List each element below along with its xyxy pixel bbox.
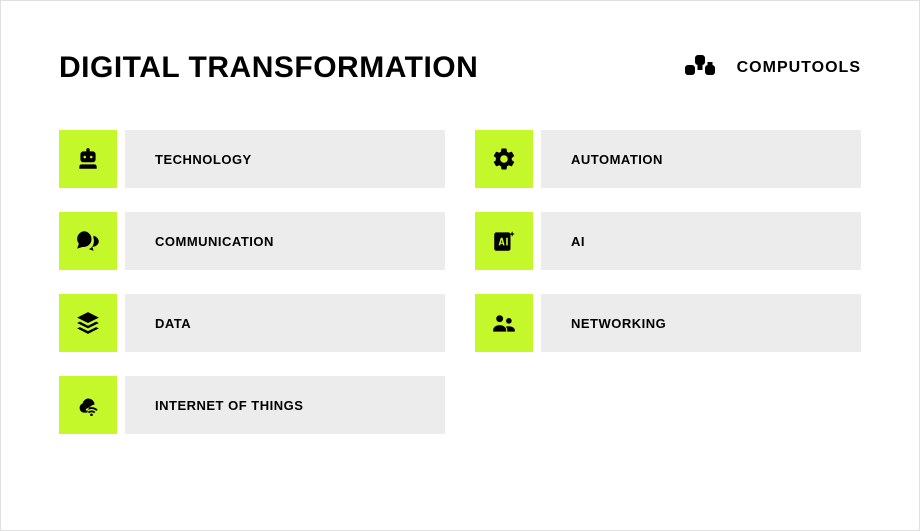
item-label: AUTOMATION xyxy=(541,130,861,188)
chat-icon xyxy=(59,212,117,270)
item-label: AI xyxy=(541,212,861,270)
header: DIGITAL TRANSFORMATION COMPUTOOLS xyxy=(59,51,861,85)
page-title: DIGITAL TRANSFORMATION xyxy=(59,51,478,85)
item-technology: TECHNOLOGY xyxy=(59,130,445,188)
brand-logo: COMPUTOOLS xyxy=(679,53,861,83)
robot-icon xyxy=(59,130,117,188)
item-label: NETWORKING xyxy=(541,294,861,352)
item-networking: NETWORKING xyxy=(475,294,861,352)
gear-icon xyxy=(475,130,533,188)
cloud-wifi-icon xyxy=(59,376,117,434)
layers-icon xyxy=(59,294,117,352)
brand-mark-icon xyxy=(679,53,723,83)
item-data: DATA xyxy=(59,294,445,352)
item-label: COMMUNICATION xyxy=(125,212,445,270)
item-label: DATA xyxy=(125,294,445,352)
item-iot: INTERNET OF THINGS xyxy=(59,376,445,434)
people-icon xyxy=(475,294,533,352)
item-ai: AI xyxy=(475,212,861,270)
ai-icon xyxy=(475,212,533,270)
items-grid: TECHNOLOGY AUTOMATION COMMUNICATION AI D… xyxy=(59,130,861,434)
item-communication: COMMUNICATION xyxy=(59,212,445,270)
item-label: INTERNET OF THINGS xyxy=(125,376,445,434)
item-automation: AUTOMATION xyxy=(475,130,861,188)
brand-name: COMPUTOOLS xyxy=(737,59,861,77)
item-label: TECHNOLOGY xyxy=(125,130,445,188)
